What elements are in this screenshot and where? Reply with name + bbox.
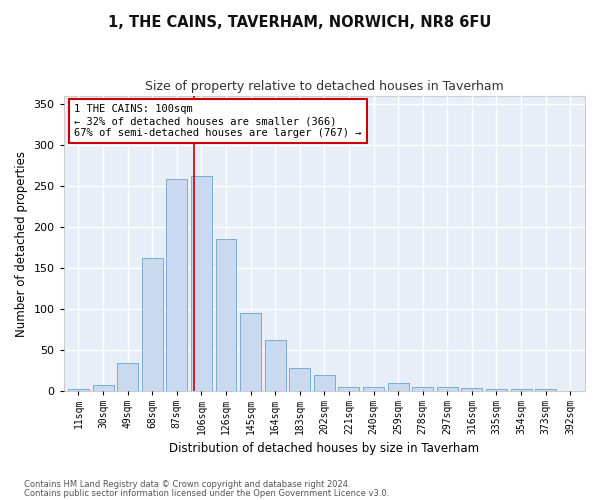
Bar — [437, 388, 458, 392]
Bar — [486, 389, 507, 392]
Bar — [289, 368, 310, 392]
Bar — [117, 362, 138, 392]
Bar — [240, 312, 261, 392]
Text: 1, THE CAINS, TAVERHAM, NORWICH, NR8 6FU: 1, THE CAINS, TAVERHAM, NORWICH, NR8 6FU — [109, 15, 491, 30]
Bar — [191, 176, 212, 392]
Title: Size of property relative to detached houses in Taverham: Size of property relative to detached ho… — [145, 80, 504, 93]
X-axis label: Distribution of detached houses by size in Taverham: Distribution of detached houses by size … — [169, 442, 479, 455]
Y-axis label: Number of detached properties: Number of detached properties — [15, 150, 28, 336]
Bar — [142, 258, 163, 392]
Text: Contains HM Land Registry data © Crown copyright and database right 2024.: Contains HM Land Registry data © Crown c… — [24, 480, 350, 489]
Bar — [535, 389, 556, 392]
Bar — [68, 389, 89, 392]
Bar — [314, 375, 335, 392]
Bar — [412, 386, 433, 392]
Bar — [338, 386, 359, 392]
Bar — [511, 389, 532, 392]
Text: 1 THE CAINS: 100sqm
← 32% of detached houses are smaller (366)
67% of semi-detac: 1 THE CAINS: 100sqm ← 32% of detached ho… — [74, 104, 362, 138]
Bar — [166, 180, 187, 392]
Text: Contains public sector information licensed under the Open Government Licence v3: Contains public sector information licen… — [24, 488, 389, 498]
Bar — [92, 385, 113, 392]
Bar — [461, 388, 482, 392]
Bar — [363, 388, 384, 392]
Bar — [265, 340, 286, 392]
Bar — [215, 240, 236, 392]
Bar — [388, 384, 409, 392]
